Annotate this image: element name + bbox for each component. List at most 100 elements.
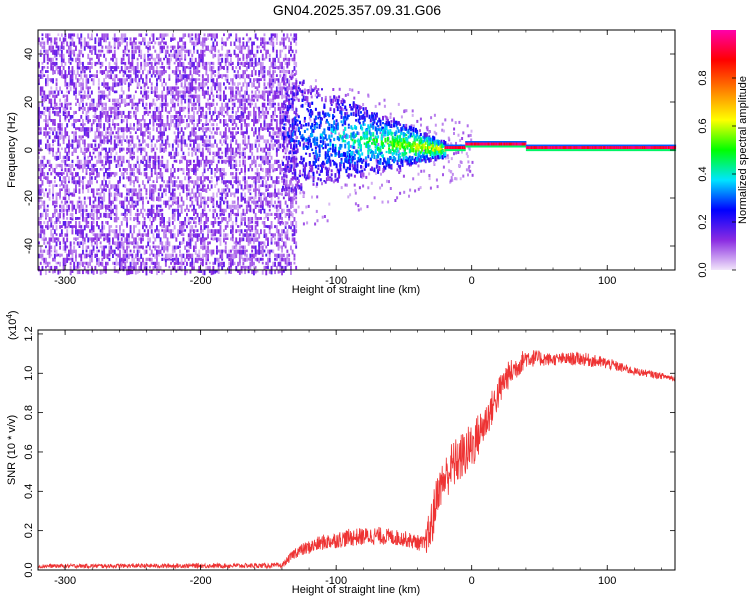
spectrogram-cell: [198, 253, 201, 258]
spectrogram-cell: [136, 135, 139, 140]
spectrogram-cell: [119, 176, 121, 181]
spectrogram-cell: [268, 98, 271, 104]
spectrogram-cell: [105, 147, 107, 152]
spectrogram-cell: [201, 127, 204, 133]
spectrogram-cell: [274, 106, 276, 112]
spectrogram-cell: [122, 217, 125, 221]
spectrogram-cell: [94, 61, 97, 67]
spectrogram-cell: [196, 78, 199, 81]
spectrogram-cell: [73, 188, 76, 194]
spectrogram-cell: [281, 237, 283, 242]
spectrogram-cell: [198, 106, 201, 112]
spectrogram-cell: [168, 241, 171, 247]
spectrogram-cell: [226, 200, 229, 205]
spectrogram-cell: [131, 49, 134, 54]
spectrogram-cell: [73, 70, 76, 75]
spectrogram-cell: [226, 221, 229, 225]
spectrogram-cell: [173, 188, 176, 192]
spectrogram-cell: [115, 82, 118, 87]
spectrogram-cell: [267, 123, 269, 128]
spectrogram-cell: [90, 163, 93, 168]
spectrogram-cell: [38, 127, 40, 131]
spectrogram-cell: [147, 241, 150, 247]
spectrogram-cell: [274, 90, 276, 95]
spectrogram-cell: [189, 204, 192, 208]
spectrogram-cell: [126, 102, 128, 106]
spectrogram-cell: [99, 139, 102, 144]
spectrogram-cell: [66, 94, 69, 101]
spectrogram-cell: [267, 49, 269, 54]
spectrogram-cell: [240, 102, 243, 106]
spectrogram-cell: [62, 57, 65, 63]
spectrogram-cell: [64, 119, 67, 122]
spectrogram-cell: [39, 196, 42, 202]
spectrogram-cell: [212, 221, 215, 226]
spectrogram-cell: [94, 176, 97, 180]
spectrogram-cell: [55, 221, 58, 225]
spectrogram-cell: [145, 82, 148, 86]
spectrogram-cell: [224, 74, 227, 78]
spectrogram-cell: [68, 147, 70, 153]
spectrogram-cell: [103, 233, 106, 237]
spectrogram-cell: [87, 212, 90, 219]
spectrogram-cell: [230, 217, 232, 221]
spectrogram-cell: [179, 261, 181, 265]
spectrogram-cell: [152, 184, 155, 188]
spectrogram-cell: [180, 119, 183, 124]
spectrogram-cell: [291, 49, 294, 54]
spectrogram-cell: [277, 245, 280, 251]
spectrogram-cell: [99, 123, 102, 129]
spectrogram-cell: [290, 245, 292, 251]
spectrogram-cell: [238, 229, 241, 233]
spectrogram-cell: [231, 61, 234, 66]
spectrogram-cell: [205, 90, 208, 95]
spectrogram-cell: [80, 86, 83, 92]
spectrogram-cell: [177, 78, 180, 83]
spectrogram-cell: [425, 126, 428, 130]
spectrogram-cell: [147, 208, 150, 213]
spectrogram-cell: [161, 90, 164, 95]
spectrogram-cell: [140, 123, 143, 128]
spectrogram-cell: [62, 212, 65, 218]
spectrogram-cell: [249, 57, 252, 62]
spectrogram-cell: [171, 192, 174, 197]
spectrogram-cell: [164, 163, 167, 170]
spectrogram-cell: [87, 253, 90, 257]
spectrogram-cell: [52, 151, 54, 157]
spectrogram-cell: [359, 207, 362, 211]
spectrogram-cell: [208, 106, 211, 111]
spectrogram-cell: [182, 261, 185, 266]
spectrogram-cell: [198, 82, 201, 87]
spectrogram-cell: [85, 41, 88, 47]
spectrogram-cell: [205, 123, 208, 126]
spectrogram-cell: [124, 139, 127, 142]
spectrogram-cell: [173, 155, 176, 159]
spectrogram-cell: [149, 208, 151, 214]
spectrogram-cell: [122, 172, 125, 176]
spectrogram-cell: [138, 229, 141, 234]
spectrogram-cell: [193, 184, 195, 189]
spectrogram-cell: [168, 221, 171, 227]
spectrogram-cell: [157, 204, 160, 208]
spectrogram-cell: [85, 159, 88, 165]
spectrogram-cell: [228, 86, 231, 90]
spectrogram-cell: [80, 70, 83, 74]
spectrogram-cell: [112, 106, 114, 110]
spectrogram-cell: [136, 45, 139, 50]
spectrogram-cell: [152, 180, 155, 183]
spectrogram-cell: [168, 110, 171, 115]
spectrogram-cell: [154, 168, 157, 173]
spectrogram-cell: [52, 188, 54, 194]
spectrogram-cell: [217, 61, 220, 66]
spectrogram-cell: [194, 82, 197, 85]
spectrogram-cell: [122, 110, 125, 115]
spectrogram-cell: [64, 249, 67, 253]
spectrogram-cell: [45, 115, 47, 121]
spectrogram-cell: [219, 110, 222, 115]
spectrogram-cell: [46, 180, 49, 184]
spectrogram-cell: [163, 66, 165, 71]
spectrogram-cell: [208, 139, 211, 145]
spectrogram-cell: [105, 45, 107, 49]
spectrogram-cell: [291, 184, 294, 189]
spectrogram-cell: [198, 70, 201, 73]
